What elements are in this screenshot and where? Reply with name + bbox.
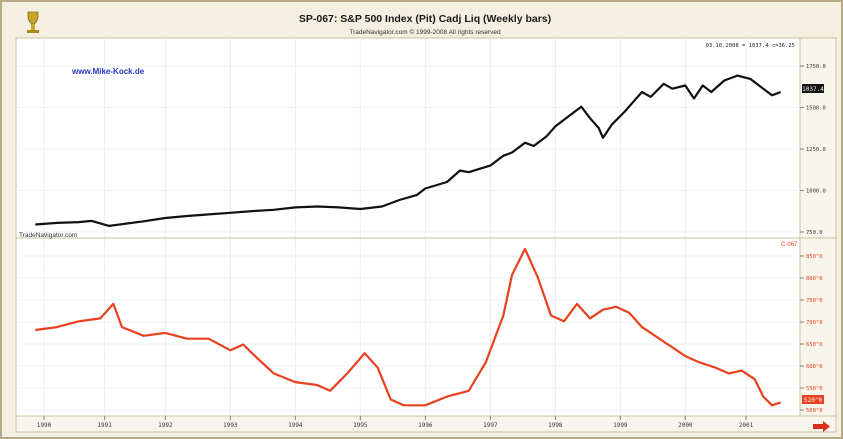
x-tick-label: 1999 [613,422,628,429]
x-tick-label: 2000 [678,422,693,429]
y-tick-label: 1750.0 [806,64,826,70]
y-tick-label: 750"0 [806,298,823,304]
y-tick-label: 750.0 [806,230,823,236]
upper-panel-label: TradeNavigator.com [19,232,77,239]
plot-area [15,37,801,417]
y-tick-label: 1500.0 [806,106,826,112]
right-arrow-icon[interactable] [812,421,830,432]
y-tick-label: 550"0 [806,386,823,392]
lower-y-axis-ticks: 850"0 800"0 750"0 700"0 650"0 600"0 550"0 500"0 [800,254,823,414]
price-series-line [35,74,782,227]
chart-title: SP-067: S&P 500 Index (Pit) Cadj Liq (We… [299,13,551,25]
upper-last-value-text: 1037.4 [802,86,824,93]
x-tick-label: 1991 [97,422,112,429]
x-axis-ticks: 1990 1991 1992 1993 1994 1995 1996 1997 1998 1999… [37,416,754,429]
upper-last-value-badge: 1037.4 [802,84,824,93]
indicator-series-line [35,247,782,407]
x-tick-label: 2001 [739,422,754,429]
y-tick-label: 500"0 [806,408,823,414]
lower-last-value-badge: 520"0 [802,395,824,404]
x-tick-label: 1992 [158,422,173,429]
x-tick-label: 1998 [548,422,563,429]
lower-panel-label: C-067 [781,242,798,248]
y-tick-label: 650"0 [806,342,823,348]
x-tick-label: 1995 [353,422,368,429]
y-tick-label: 1250.0 [806,147,826,153]
watermark-link[interactable]: www.Mike-Kock.de [71,67,145,76]
x-tick-label: 1993 [223,422,238,429]
y-axis-area [799,37,837,417]
x-tick-label: 1990 [37,422,52,429]
lower-last-value-text: 520"0 [804,397,822,404]
x-axis-area [15,415,837,433]
gridlines [16,38,800,416]
x-tick-label: 1997 [483,422,498,429]
y-tick-label: 800"0 [806,276,823,282]
upper-y-axis-ticks: 1750.0 1500.0 1250.0 1000.0 750.0 [800,64,826,236]
x-tick-label: 1996 [418,422,433,429]
chart-copyright: TradeNavigator.com © 1999-2008 All right… [349,28,501,36]
x-tick-label: 1994 [288,422,303,429]
y-tick-label: 600"0 [806,364,823,370]
last-value-readout: 03.10.2008 = 1037.4 c=36.25 [706,43,795,49]
logo-icon [27,11,39,33]
y-tick-label: 850"0 [806,254,823,260]
y-tick-label: 700"0 [806,320,823,326]
y-tick-label: 1000.0 [806,189,826,195]
